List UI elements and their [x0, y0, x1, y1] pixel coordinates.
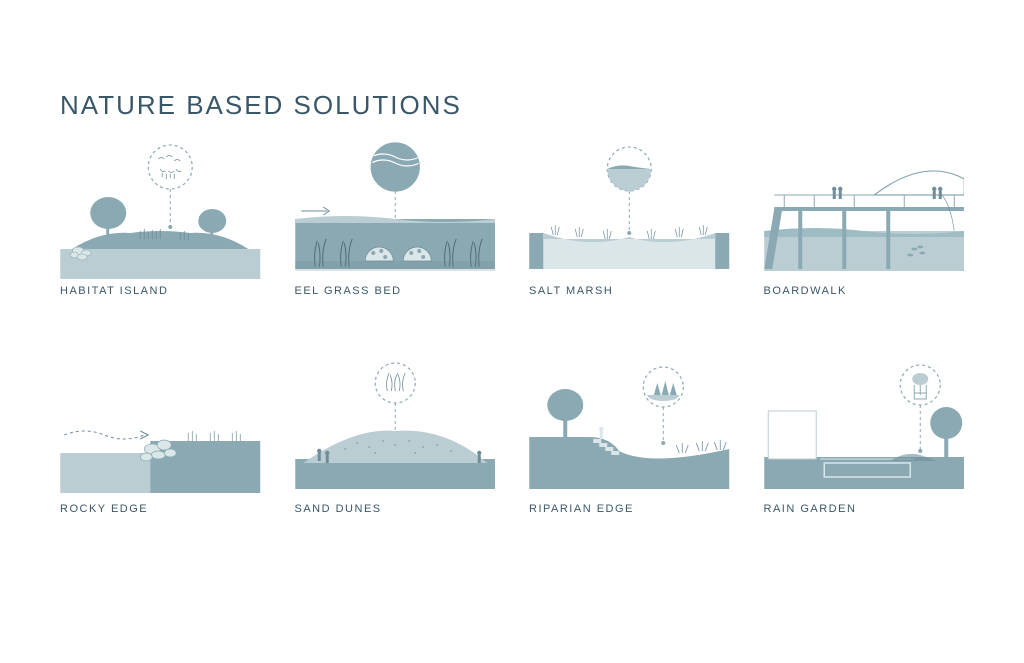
caption-habitat-island: HABITAT ISLAND — [60, 285, 261, 297]
caption-salt-marsh: SALT MARSH — [529, 285, 730, 297]
page-title: NATURE BASED SOLUTIONS — [60, 90, 964, 121]
panel-grid: HABITAT ISLAND — [60, 139, 964, 515]
caption-boardwalk: BOARDWALK — [764, 285, 965, 297]
illustration-eel-grass-bed — [295, 139, 496, 279]
caption-rocky-edge: ROCKY EDGE — [60, 503, 261, 515]
panel-rain-garden: RAIN GARDEN — [764, 357, 965, 515]
panel-rocky-edge: ROCKY EDGE — [60, 357, 261, 515]
illustration-habitat-island — [60, 139, 261, 279]
caption-eel-grass-bed: EEL GRASS BED — [295, 285, 496, 297]
panel-eel-grass-bed: EEL GRASS BED — [295, 139, 496, 297]
panel-riparian-edge: RIPARIAN EDGE — [529, 357, 730, 515]
panel-habitat-island: HABITAT ISLAND — [60, 139, 261, 297]
illustration-sand-dunes — [295, 357, 496, 497]
illustration-boardwalk — [764, 139, 965, 279]
panel-boardwalk: BOARDWALK — [764, 139, 965, 297]
caption-riparian-edge: RIPARIAN EDGE — [529, 503, 730, 515]
caption-rain-garden: RAIN GARDEN — [764, 503, 965, 515]
caption-sand-dunes: SAND DUNES — [295, 503, 496, 515]
illustration-rocky-edge — [60, 357, 261, 497]
illustration-rain-garden — [764, 357, 965, 497]
illustration-riparian-edge — [529, 357, 730, 497]
panel-sand-dunes: SAND DUNES — [295, 357, 496, 515]
illustration-salt-marsh — [529, 139, 730, 279]
panel-salt-marsh: SALT MARSH — [529, 139, 730, 297]
